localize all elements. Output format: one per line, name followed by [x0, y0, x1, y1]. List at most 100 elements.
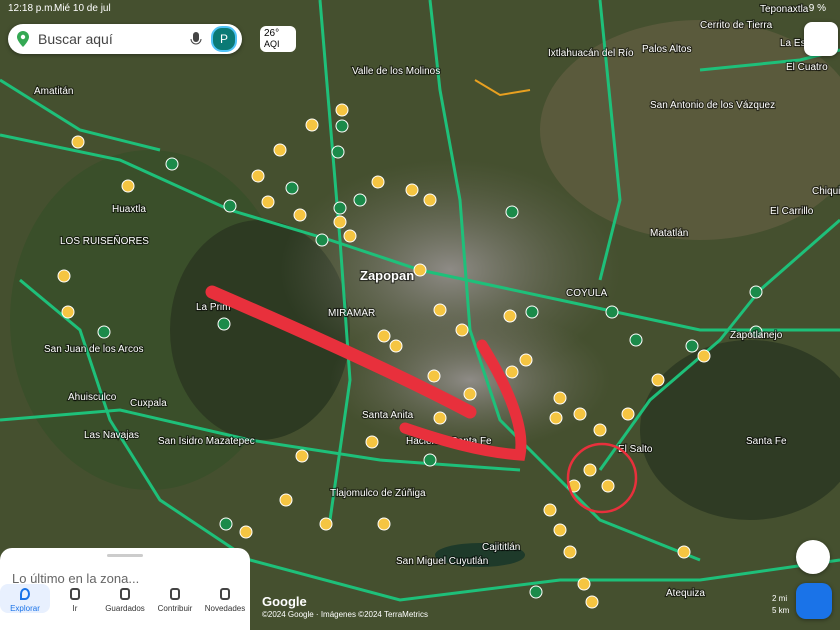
place-pin [519, 353, 533, 367]
park-pin [605, 305, 619, 319]
place-label: San Isidro Mazatepec [158, 436, 255, 447]
place-pin [251, 169, 265, 183]
place-pin [577, 577, 591, 591]
place-label: El Salto [618, 444, 653, 455]
place-pin [583, 463, 597, 477]
place-pin [433, 303, 447, 317]
place-pin [463, 387, 477, 401]
place-label: Cerrito de Tierra [700, 20, 773, 31]
scale-imperial: 2 mi [772, 594, 788, 603]
avatar[interactable]: P [211, 26, 237, 52]
directions-button[interactable] [796, 583, 832, 619]
place-label: San Antonio de los Vázquez [650, 100, 775, 111]
place-pin [365, 435, 379, 449]
place-pin [455, 323, 469, 337]
aqi: AQI [264, 39, 280, 49]
place-pin [593, 423, 607, 437]
park-pin [97, 325, 111, 339]
place-label: COYULA [566, 288, 607, 299]
terrain [540, 20, 840, 240]
place-pin [279, 493, 293, 507]
status-battery: 9 % [808, 3, 826, 14]
place-pin [543, 503, 557, 517]
park-pin [333, 201, 347, 215]
nav-item[interactable]: Explorar [0, 584, 50, 613]
pins [11, 103, 763, 609]
search-bar[interactable]: Buscar aquí P [8, 24, 242, 54]
nav-item[interactable]: Novedades [200, 584, 250, 613]
mic-icon[interactable] [187, 29, 205, 49]
place-pin [343, 229, 357, 243]
place-pin [427, 369, 441, 383]
park-pin [749, 285, 763, 299]
park-pin [749, 325, 763, 339]
place-pin [57, 269, 71, 283]
annotation-arrow [399, 339, 527, 461]
place-pin [697, 349, 711, 363]
sheet-title: Lo último en la zona... [12, 571, 140, 586]
place-label: Chiquih [812, 186, 840, 197]
nav-item[interactable]: Guardados [100, 584, 150, 613]
place-label: Tlajomulco de Zúñiga [330, 488, 426, 499]
annotation-circle [566, 442, 638, 514]
nav-item[interactable]: Contribuir [150, 584, 200, 613]
place-label: Santa Anita [362, 410, 414, 421]
place-pin [377, 329, 391, 343]
place-label: Amatitán [34, 86, 73, 97]
place-label: Cajititlán [482, 542, 520, 553]
highway [318, 0, 352, 521]
nav-item[interactable]: Ir [50, 584, 100, 613]
place-pin [413, 263, 427, 277]
status-time: 12:18 p.m. [8, 3, 56, 14]
place-pin [293, 208, 307, 222]
place-label: Atequiza [666, 588, 705, 599]
traffic [474, 79, 531, 97]
place-pin [573, 407, 587, 421]
highway [598, 218, 840, 471]
place-label: Valle de los Molinos [352, 66, 440, 77]
place-pin [677, 545, 691, 559]
layers-button[interactable] [804, 22, 838, 56]
location-button[interactable] [796, 540, 830, 574]
park-pin [165, 157, 179, 171]
highway [19, 278, 840, 602]
place-pin [601, 479, 615, 493]
place-pin [319, 517, 333, 531]
place-pin [335, 103, 349, 117]
place-pin [305, 118, 319, 132]
lake [435, 543, 525, 567]
park-pin [629, 333, 643, 347]
park-pin [505, 205, 519, 219]
park-pin [423, 453, 437, 467]
nav-icon [170, 588, 180, 600]
place-pin [423, 193, 437, 207]
nav-icon [70, 588, 80, 600]
place-pin [261, 195, 275, 209]
highway [0, 133, 840, 332]
park-pin [685, 339, 699, 353]
place-label: La Prim [196, 302, 230, 313]
place-pin [405, 183, 419, 197]
place-pin [503, 309, 517, 323]
park-pin [223, 199, 237, 213]
weather-chip[interactable]: 26° AQI [260, 26, 296, 52]
nav-icon [20, 588, 30, 600]
place-pin [71, 135, 85, 149]
place-pin [121, 179, 135, 193]
place-pin [563, 545, 577, 559]
forest [640, 340, 840, 520]
park-pin [529, 585, 543, 599]
place-pin [553, 391, 567, 405]
place-label: Las Navajas [84, 430, 139, 441]
place-label: San Juan de los Arcos [44, 344, 144, 355]
park-pin [353, 193, 367, 207]
park-pin [217, 317, 231, 331]
place-pin [585, 595, 599, 609]
place-pin [549, 411, 563, 425]
park-pin [285, 181, 299, 195]
sheet-handle [107, 554, 143, 557]
scale-metric: 5 km [772, 606, 790, 615]
credits: ©2024 Google · Imágenes ©2024 TerraMetri… [262, 610, 428, 619]
